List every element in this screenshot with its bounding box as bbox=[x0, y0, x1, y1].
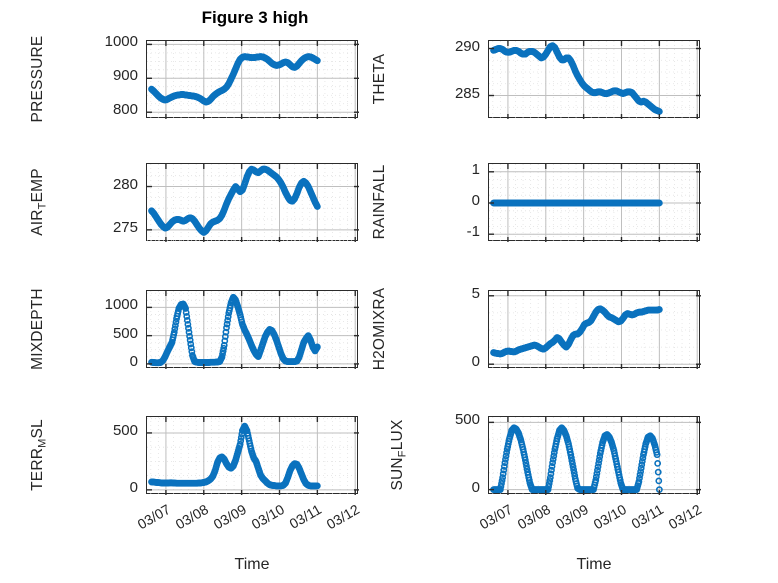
minor-grid bbox=[489, 291, 701, 369]
panel-mixdepth bbox=[146, 290, 359, 369]
y-tick-label: 0 bbox=[471, 353, 480, 371]
y-tick-label: 1000 bbox=[104, 33, 138, 51]
tick-marks bbox=[147, 41, 359, 119]
plot-axes bbox=[146, 40, 359, 119]
panel-h2omixra bbox=[488, 290, 701, 369]
y-axis-label: H2OMIXRA bbox=[371, 287, 388, 371]
y-tick-label: 500 bbox=[112, 324, 138, 342]
plot-axes bbox=[488, 163, 701, 242]
plot-axes bbox=[146, 290, 359, 369]
y-tick-label: 0 bbox=[129, 478, 138, 496]
minor-grid bbox=[147, 41, 359, 119]
plot-axes bbox=[488, 290, 701, 369]
y-tick-label: 5 bbox=[471, 284, 480, 302]
panel-terr-msl bbox=[146, 416, 359, 495]
panel-air-temp bbox=[146, 163, 359, 242]
data-series-markers bbox=[148, 422, 321, 490]
panel-theta bbox=[488, 40, 701, 119]
data-series-markers bbox=[148, 53, 321, 106]
major-grid bbox=[147, 417, 359, 495]
y-tick-label: 0 bbox=[471, 192, 480, 209]
y-tick-label: 1 bbox=[471, 160, 480, 178]
y-tick-label: 0 bbox=[129, 352, 138, 370]
panel-rainfall bbox=[488, 163, 701, 242]
plot-axes bbox=[146, 163, 359, 242]
tick-marks bbox=[147, 417, 359, 495]
y-tick-label: 280 bbox=[112, 175, 138, 193]
y-tick-label: 900 bbox=[112, 67, 138, 85]
plot-axes bbox=[488, 416, 701, 495]
data-series-markers bbox=[490, 424, 663, 494]
tick-marks bbox=[489, 164, 701, 242]
y-axis-label: TERRMSL bbox=[29, 419, 49, 491]
figure-title: Figure 3 high bbox=[201, 8, 309, 27]
y-tick-label: 1000 bbox=[104, 296, 138, 314]
data-series-markers bbox=[148, 293, 321, 367]
tick-marks bbox=[489, 41, 701, 119]
y-tick-label: 275 bbox=[112, 218, 138, 236]
plot-axes bbox=[488, 40, 701, 119]
y-tick-label: 285 bbox=[454, 84, 480, 102]
tick-marks bbox=[147, 291, 359, 369]
y-tick-label: 500 bbox=[454, 411, 480, 429]
tick-marks bbox=[489, 291, 701, 369]
plot-axes bbox=[146, 416, 359, 495]
data-series-markers bbox=[490, 42, 663, 115]
tick-marks bbox=[147, 164, 359, 242]
tick-marks bbox=[489, 417, 701, 495]
panel-sun-flux bbox=[488, 416, 701, 495]
y-tick-label: 290 bbox=[454, 37, 480, 55]
y-axis-label: SUNFLUX bbox=[389, 419, 409, 491]
x-axis-label: Time bbox=[576, 556, 612, 573]
data-series-markers bbox=[490, 199, 663, 207]
panel-pressure bbox=[146, 40, 359, 119]
data-series-markers bbox=[490, 305, 663, 358]
y-tick-label: -1 bbox=[466, 223, 480, 241]
data-series-markers bbox=[148, 165, 321, 236]
x-axis-label: Time bbox=[234, 556, 270, 573]
y-tick-label: 500 bbox=[112, 421, 138, 439]
y-tick-label: 800 bbox=[112, 101, 138, 119]
y-tick-label: 0 bbox=[471, 478, 480, 496]
